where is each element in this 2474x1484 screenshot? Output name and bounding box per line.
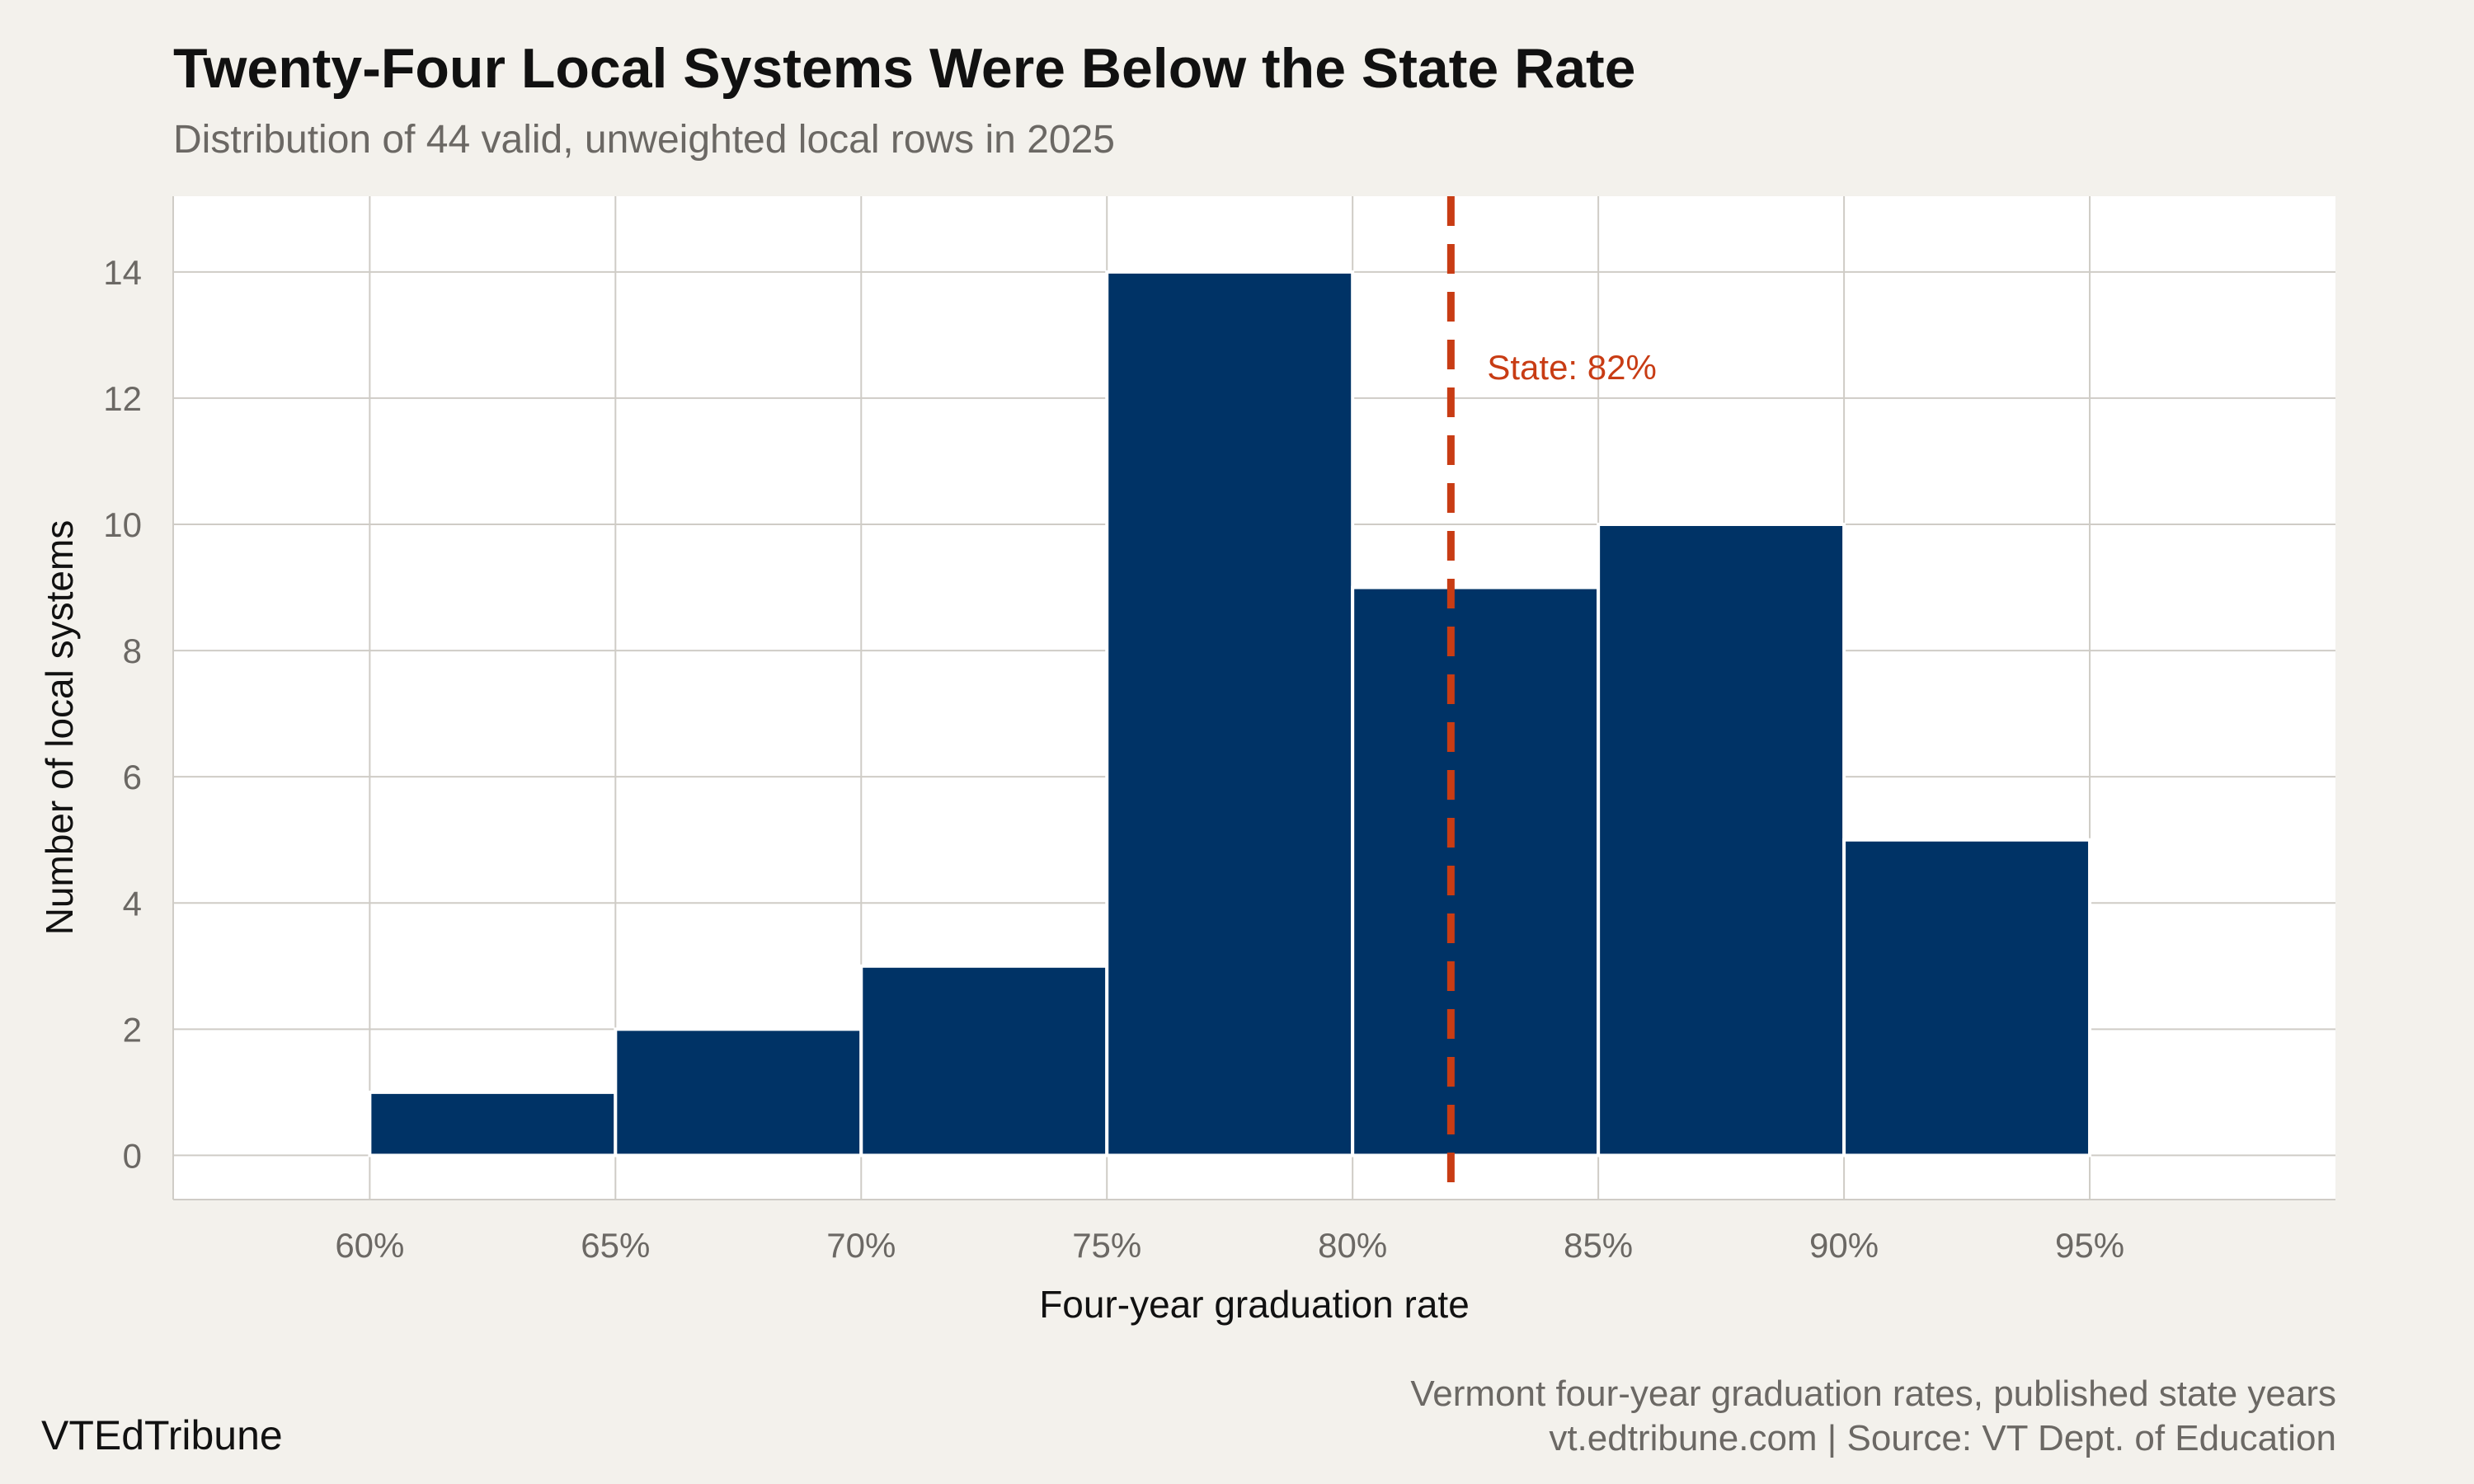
histogram-bar bbox=[1597, 523, 1846, 1158]
chart-subtitle: Distribution of 44 valid, unweighted loc… bbox=[173, 118, 1115, 162]
x-tick-label: 90% bbox=[1809, 1226, 1879, 1265]
y-tick-label: 14 bbox=[103, 253, 142, 292]
y-tick-label: 0 bbox=[123, 1136, 142, 1175]
footer-line-description: Vermont four-year graduation rates, publ… bbox=[1410, 1374, 2336, 1414]
x-tick-label: 70% bbox=[826, 1226, 896, 1265]
axes bbox=[172, 196, 2335, 1200]
x-tick-label: 95% bbox=[2055, 1226, 2124, 1265]
y-tick-label: 10 bbox=[103, 505, 142, 544]
y-tick-label: 8 bbox=[123, 632, 142, 670]
y-tick-label: 4 bbox=[123, 884, 142, 923]
y-tick-label: 6 bbox=[123, 758, 142, 796]
y-tick-label: 2 bbox=[123, 1010, 142, 1049]
x-tick-label: 75% bbox=[1072, 1226, 1141, 1265]
source-footer: Vermont four-year graduation rates, publ… bbox=[1410, 1372, 2336, 1461]
histogram-bar bbox=[859, 964, 1109, 1158]
x-tick-label: 85% bbox=[1564, 1226, 1633, 1265]
histogram-bar bbox=[1842, 838, 2092, 1158]
x-axis-title: Four-year graduation rate bbox=[1039, 1283, 1470, 1326]
footer-line-source: vt.edtribune.com | Source: VT Dept. of E… bbox=[1549, 1418, 2336, 1458]
state-rate-reference: State: 82% bbox=[1446, 196, 1657, 1200]
histogram-bars bbox=[368, 270, 2092, 1158]
histogram-bar bbox=[1351, 585, 1601, 1158]
axis-tick-labels: 60% 65% 70% 75% 80% 85% 90% 95% 0 2 4 6 8 10 12 14 bbox=[103, 253, 2124, 1265]
chart-title: Twenty-Four Local Systems Were Below the… bbox=[173, 37, 1636, 100]
state-rate-label: State: 82% bbox=[1487, 348, 1656, 387]
x-tick-label: 65% bbox=[581, 1226, 650, 1265]
histogram-bar bbox=[1105, 270, 1355, 1158]
histogram-bar bbox=[614, 1027, 863, 1158]
y-tick-label: 12 bbox=[103, 379, 142, 418]
brand-logo-text: VTEdTribune bbox=[41, 1412, 283, 1458]
y-axis-title: Number of local systems bbox=[38, 520, 81, 936]
x-tick-label: 80% bbox=[1318, 1226, 1387, 1265]
x-tick-label: 60% bbox=[335, 1226, 404, 1265]
histogram-bar bbox=[368, 1090, 618, 1158]
